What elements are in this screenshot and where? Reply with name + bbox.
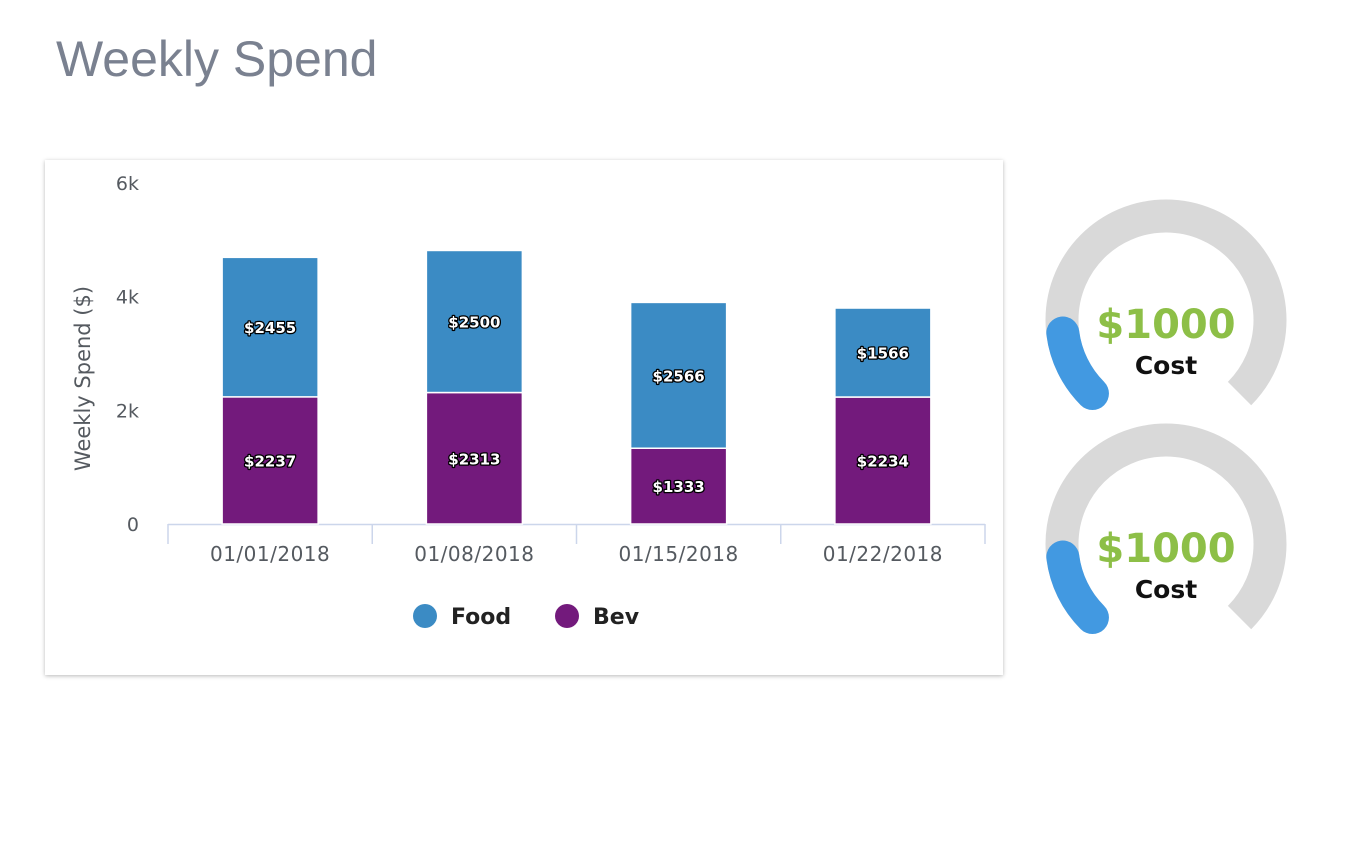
y-tick-label: 4k	[116, 287, 139, 309]
y-axis-label: Weekly Spend ($)	[71, 286, 95, 471]
data-label-food-3: $2566	[653, 367, 705, 385]
x-tick-label: 01/22/2018	[823, 542, 943, 566]
gauge-ring-2	[1045, 423, 1287, 635]
y-tick-label: 0	[127, 514, 139, 536]
gauge-fill	[1046, 540, 1109, 635]
stacked-bar-chart: 0 2k 4k 6k Weekly Spend ($) $2237 $2455 01/01/2…	[71, 173, 986, 630]
legend-marker-bev[interactable]	[555, 604, 579, 628]
page-title: Weekly Spend	[56, 31, 378, 87]
legend-label-food[interactable]: Food	[451, 605, 511, 630]
stacked-bar-chart-card: 0 2k 4k 6k Weekly Spend ($) $2237 $2455 01/01/2…	[45, 160, 1003, 675]
data-label-bev-2: $2313	[448, 450, 500, 468]
bar-bev-3	[629, 447, 728, 525]
data-label-bev-1: $2237	[244, 452, 296, 470]
legend-label-bev[interactable]: Bev	[593, 605, 640, 630]
cost-gauge-1: $1000 Cost	[1041, 196, 1291, 416]
x-tick-label: 01/15/2018	[618, 542, 738, 566]
cost-gauge-2: $1000 Cost	[1041, 420, 1291, 640]
bar-food-4	[834, 307, 932, 398]
y-tick-label: 2k	[116, 400, 139, 422]
bar-bev-1	[221, 396, 319, 525]
gauge-value-1: $1000	[1096, 302, 1236, 348]
data-label-bev-4: $2234	[857, 453, 909, 471]
gauge-label-2: Cost	[1134, 575, 1198, 604]
gauge-fill	[1046, 316, 1109, 411]
data-label-food-1: $2455	[244, 319, 296, 337]
bar-bev-2	[425, 391, 524, 525]
x-tick-label: 01/08/2018	[414, 542, 534, 566]
y-tick-label: 6k	[116, 173, 139, 195]
bar-food-2	[425, 249, 524, 394]
data-label-bev-3: $1333	[653, 478, 705, 496]
bar-food-1	[221, 256, 319, 398]
data-label-food-4: $1566	[857, 345, 909, 363]
gauge-value-2: $1000	[1096, 526, 1236, 572]
bar-food-3	[629, 301, 728, 449]
x-tick-label: 01/01/2018	[210, 542, 330, 566]
bar-bev-4	[834, 396, 932, 525]
gauge-ring-1	[1045, 199, 1287, 411]
legend-marker-food[interactable]	[413, 604, 437, 628]
data-label-food-2: $2500	[448, 314, 500, 332]
gauge-label-1: Cost	[1134, 351, 1198, 380]
